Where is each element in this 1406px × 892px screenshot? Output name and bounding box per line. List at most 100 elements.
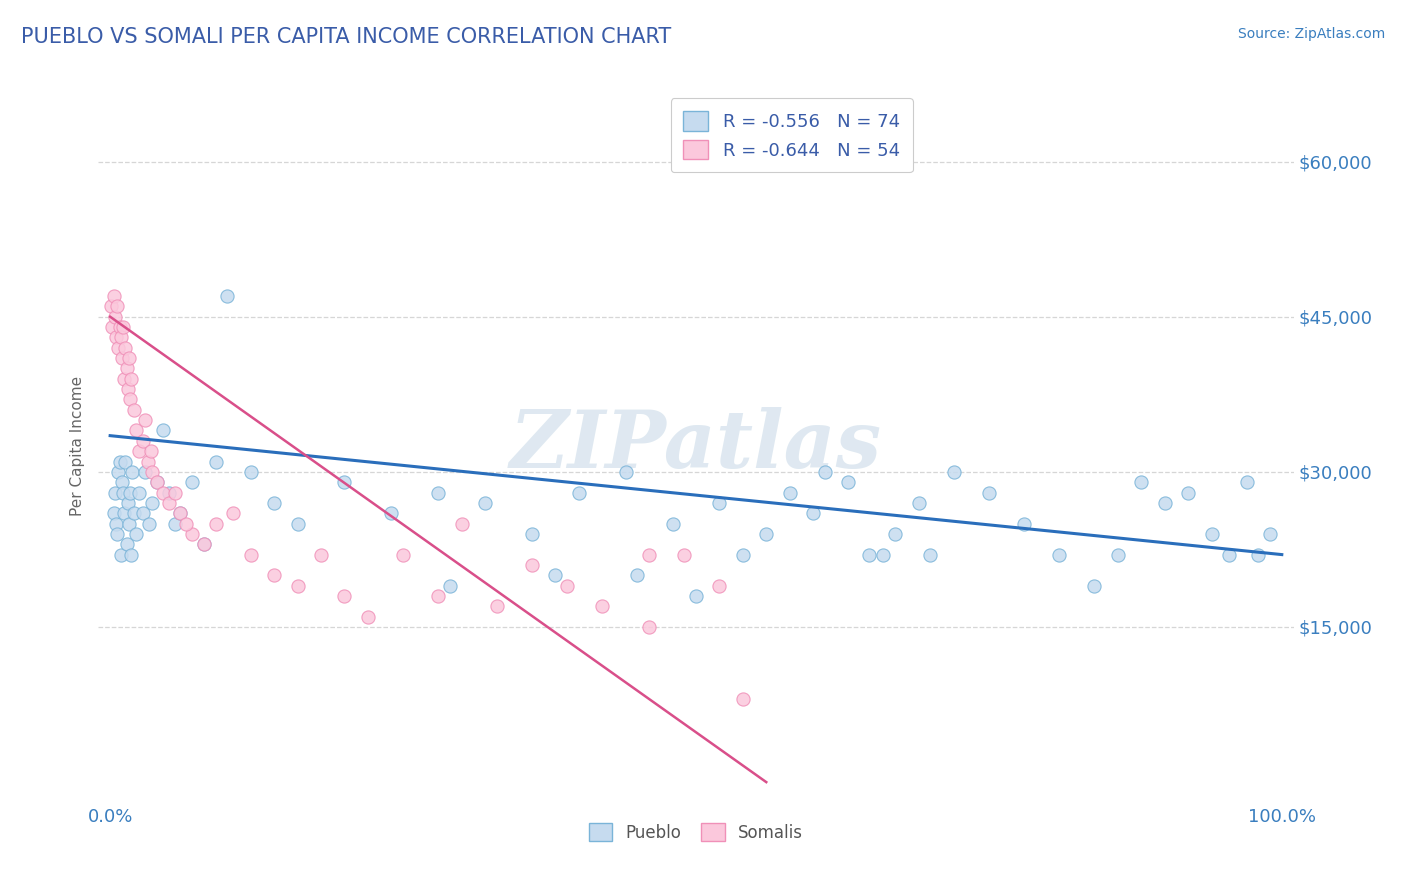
- Point: [837, 475, 859, 490]
- Point: [1107, 548, 1129, 562]
- Point: [134, 413, 156, 427]
- Point: [685, 589, 707, 603]
- Point: [120, 392, 141, 407]
- Point: [181, 527, 204, 541]
- Point: [132, 506, 155, 520]
- Point: [122, 402, 145, 417]
- Point: [105, 299, 128, 313]
- Point: [1177, 485, 1199, 500]
- Point: [125, 424, 148, 438]
- Point: [626, 568, 648, 582]
- Point: [801, 506, 824, 520]
- Point: [193, 537, 215, 551]
- Point: [163, 485, 186, 500]
- Point: [112, 506, 135, 520]
- Point: [239, 548, 262, 562]
- Point: [157, 496, 180, 510]
- Point: [118, 516, 141, 531]
- Point: [132, 434, 155, 448]
- Point: [114, 454, 136, 468]
- Point: [287, 579, 309, 593]
- Point: [204, 516, 226, 531]
- Point: [1130, 475, 1153, 490]
- Point: [520, 558, 543, 572]
- Point: [152, 424, 174, 438]
- Text: PUEBLO VS SOMALI PER CAPITA INCOME CORRELATION CHART: PUEBLO VS SOMALI PER CAPITA INCOME CORRE…: [21, 27, 671, 46]
- Point: [163, 516, 186, 531]
- Point: [107, 465, 129, 479]
- Point: [141, 465, 163, 479]
- Point: [439, 579, 461, 593]
- Point: [920, 548, 942, 562]
- Point: [103, 289, 125, 303]
- Point: [141, 496, 163, 510]
- Point: [181, 475, 204, 490]
- Point: [120, 372, 142, 386]
- Point: [544, 568, 567, 582]
- Point: [779, 485, 801, 500]
- Point: [1236, 475, 1258, 490]
- Point: [333, 589, 356, 603]
- Point: [263, 568, 285, 582]
- Point: [100, 299, 122, 313]
- Point: [872, 548, 894, 562]
- Point: [392, 548, 415, 562]
- Point: [128, 485, 150, 500]
- Point: [112, 372, 135, 386]
- Point: [755, 527, 778, 541]
- Point: [709, 579, 731, 593]
- Point: [309, 548, 332, 562]
- Legend: Pueblo, Somalis: Pueblo, Somalis: [579, 813, 813, 852]
- Point: [121, 465, 143, 479]
- Point: [128, 444, 150, 458]
- Point: [814, 465, 837, 479]
- Point: [105, 516, 128, 531]
- Point: [107, 341, 129, 355]
- Point: [239, 465, 262, 479]
- Point: [122, 506, 145, 520]
- Point: [104, 310, 127, 324]
- Point: [614, 465, 637, 479]
- Text: ZIPatlas: ZIPatlas: [510, 408, 882, 484]
- Y-axis label: Per Capita Income: Per Capita Income: [69, 376, 84, 516]
- Point: [146, 475, 169, 490]
- Point: [427, 589, 450, 603]
- Point: [169, 506, 191, 520]
- Point: [104, 485, 127, 500]
- Point: [1258, 527, 1281, 541]
- Point: [731, 548, 754, 562]
- Point: [112, 485, 135, 500]
- Point: [146, 475, 169, 490]
- Point: [157, 485, 180, 500]
- Point: [1218, 548, 1240, 562]
- Point: [125, 527, 148, 541]
- Point: [110, 548, 132, 562]
- Point: [204, 454, 226, 468]
- Point: [112, 320, 135, 334]
- Point: [942, 465, 965, 479]
- Point: [115, 537, 138, 551]
- Point: [138, 516, 160, 531]
- Point: [1047, 548, 1070, 562]
- Point: [117, 382, 139, 396]
- Point: [977, 485, 1000, 500]
- Point: [709, 496, 731, 510]
- Point: [1083, 579, 1105, 593]
- Point: [638, 548, 661, 562]
- Point: [111, 351, 134, 365]
- Point: [555, 579, 578, 593]
- Point: [485, 599, 508, 614]
- Point: [380, 506, 402, 520]
- Point: [1201, 527, 1223, 541]
- Point: [884, 527, 907, 541]
- Point: [111, 475, 134, 490]
- Point: [263, 496, 285, 510]
- Point: [287, 516, 309, 531]
- Point: [1247, 548, 1270, 562]
- Text: Source: ZipAtlas.com: Source: ZipAtlas.com: [1237, 27, 1385, 41]
- Point: [731, 692, 754, 706]
- Point: [907, 496, 929, 510]
- Point: [568, 485, 591, 500]
- Point: [1012, 516, 1035, 531]
- Point: [450, 516, 472, 531]
